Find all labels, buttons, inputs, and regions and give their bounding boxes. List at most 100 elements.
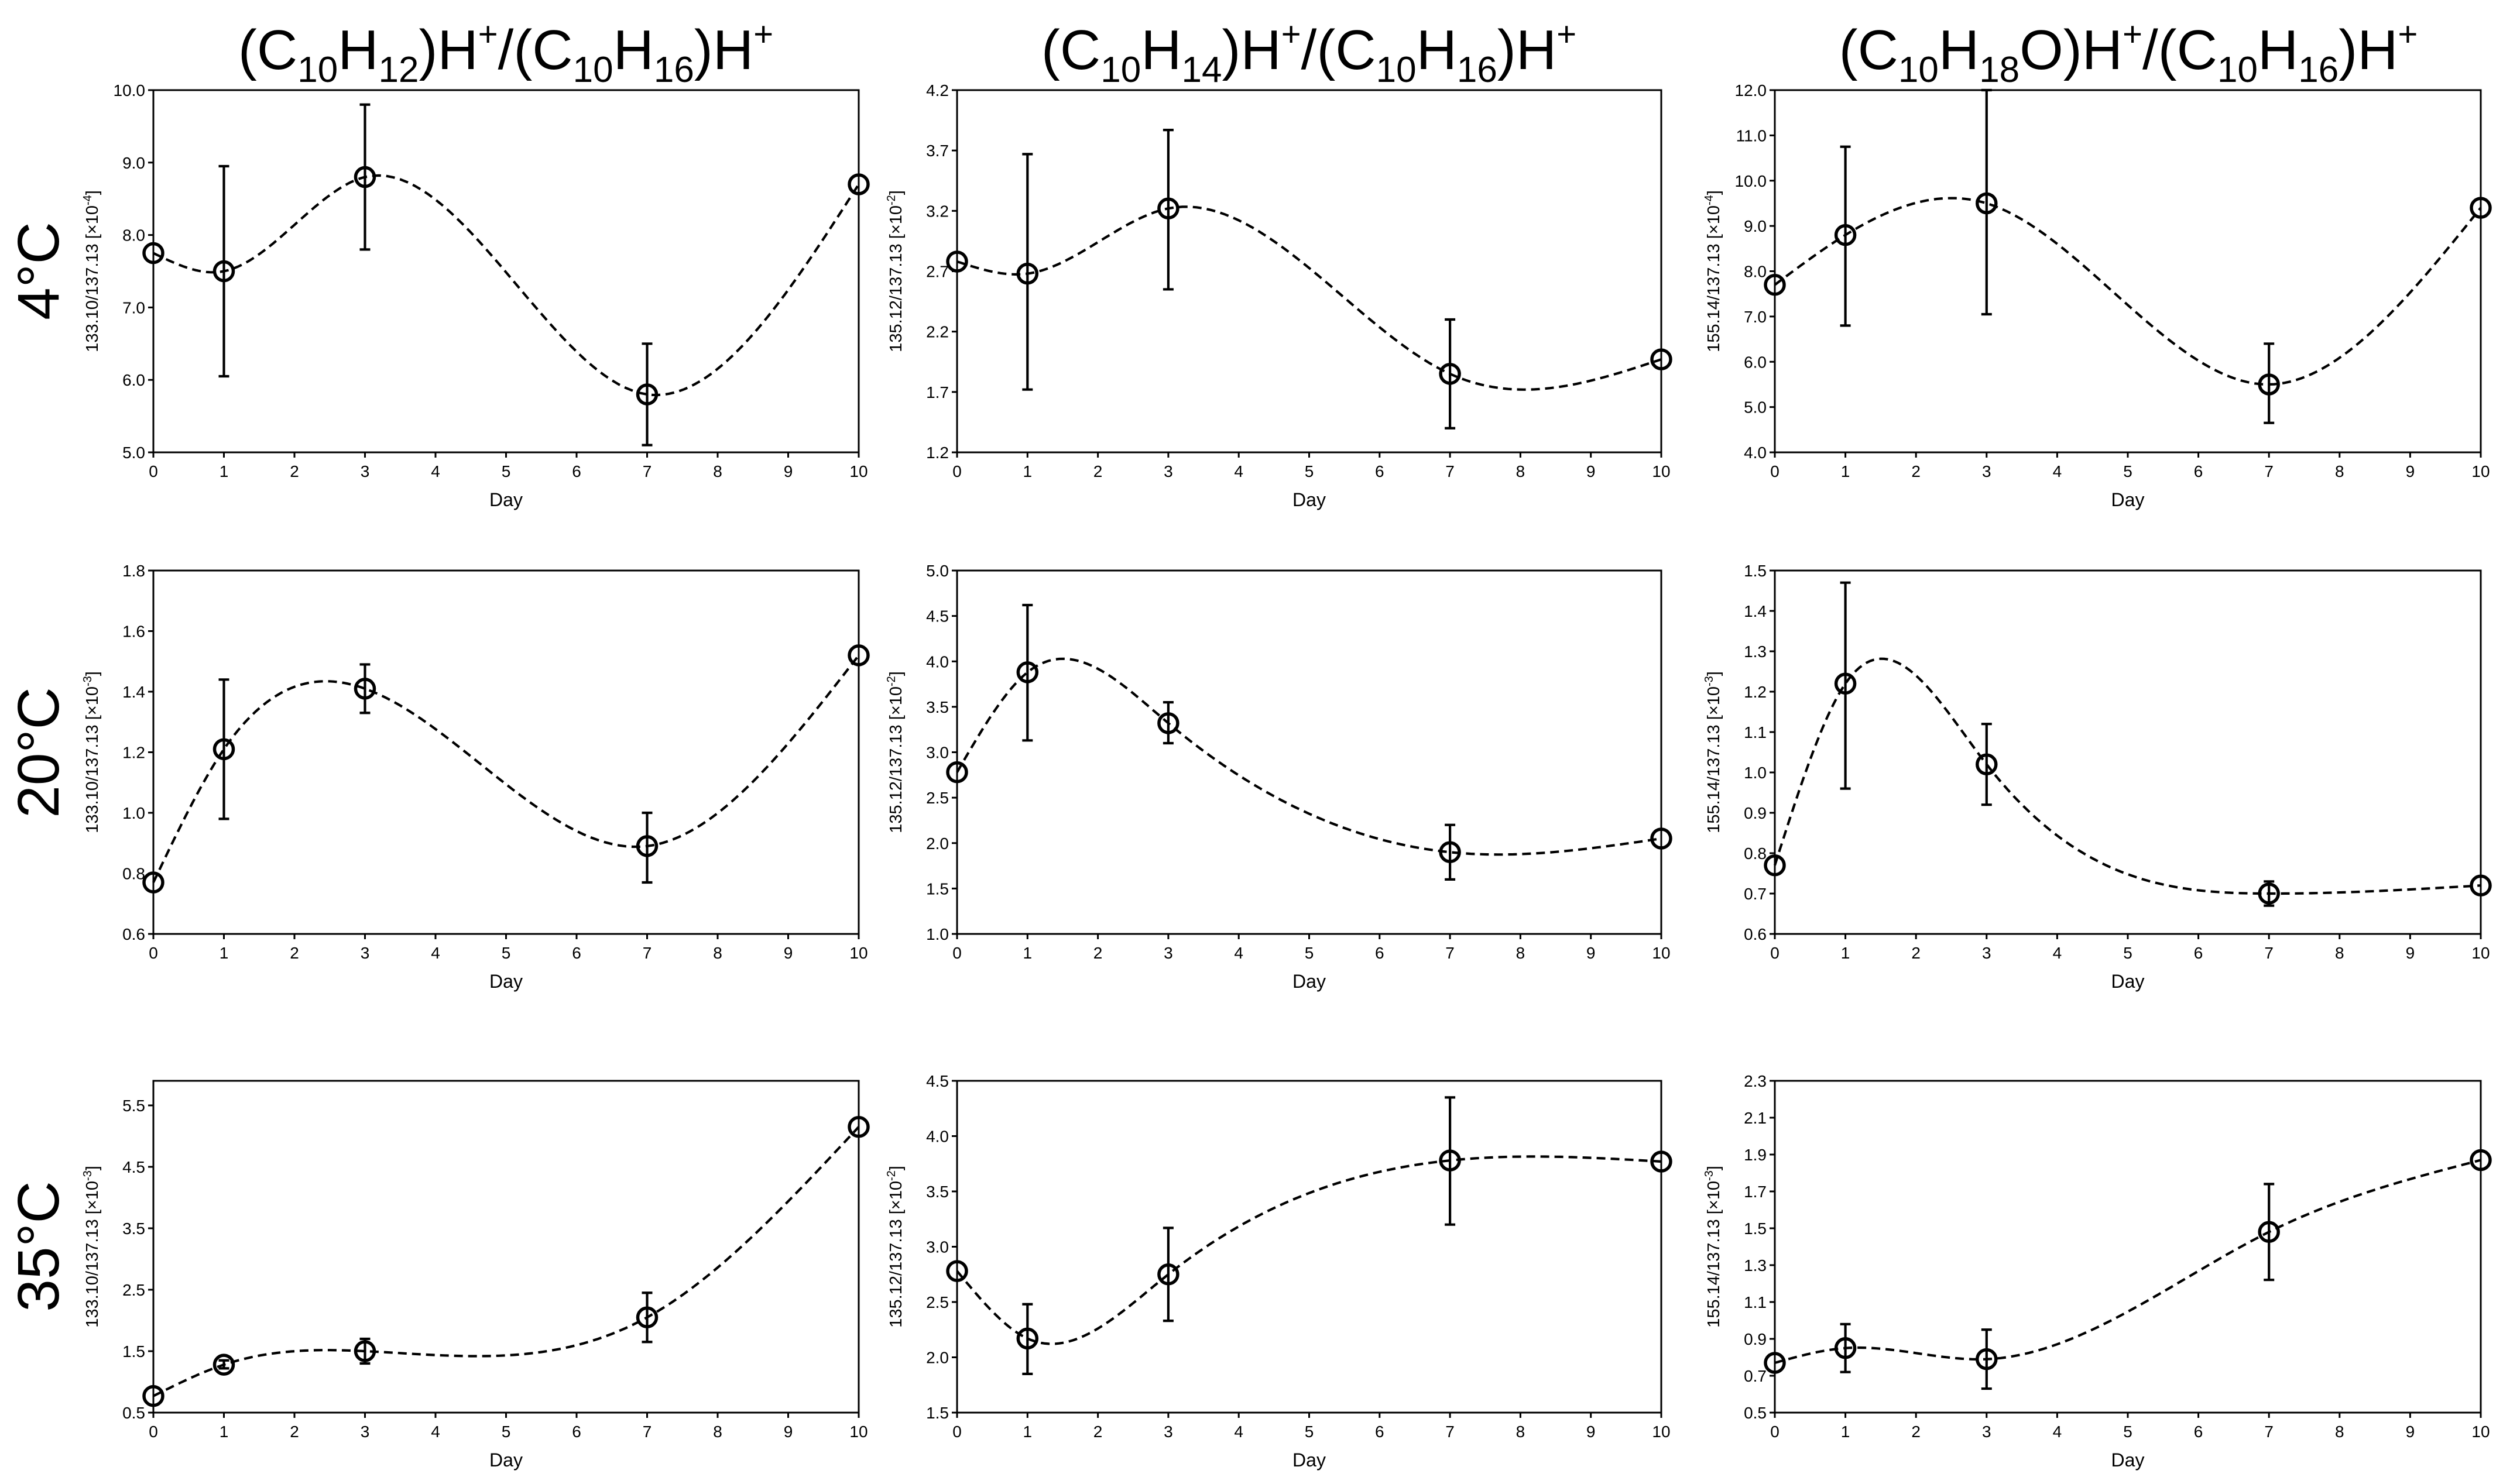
- title-part: 10: [1376, 50, 1417, 90]
- title-part: 10: [297, 50, 338, 90]
- y-tick-label: 1.0: [122, 804, 145, 822]
- x-tick-label: 5: [1305, 462, 1314, 480]
- row-label-2: 20°C: [6, 687, 71, 817]
- data-point: [1439, 363, 1461, 385]
- x-tick-label: 6: [572, 944, 581, 962]
- x-tick-label: 7: [2264, 462, 2274, 480]
- title-part: 16: [654, 50, 694, 90]
- title-part: /(C: [2142, 19, 2217, 81]
- y-tick-label: 1.7: [926, 383, 949, 401]
- y-tick-label: 1.5: [1744, 562, 1767, 580]
- plot-frame: [956, 89, 1662, 454]
- y-tick-label: 1.5: [122, 1342, 145, 1361]
- data-point: [636, 383, 659, 406]
- x-tick-label: 8: [713, 1423, 722, 1441]
- title-part: )H: [1222, 19, 1281, 81]
- x-tick-label: 9: [1586, 462, 1596, 480]
- y-tick-label: 2.5: [122, 1281, 145, 1299]
- series-curve: [152, 654, 860, 883]
- x-axis-label: Day: [1292, 971, 1326, 992]
- title-part: (C: [1839, 19, 1898, 81]
- title-part: +: [753, 15, 773, 53]
- y-axis-label: 155.14/137.13 [×10-3]: [1703, 1166, 1723, 1328]
- y-tick-label: 0.9: [1744, 804, 1767, 822]
- data-point: [1976, 753, 1998, 775]
- title-part: O)H: [2019, 19, 2123, 81]
- data-point: [1976, 192, 1998, 215]
- data-point: [1016, 262, 1039, 285]
- x-tick-label: 4: [431, 944, 440, 962]
- x-tick-label: 8: [1516, 944, 1525, 962]
- title-part: 12: [379, 50, 419, 90]
- title-part: +: [478, 15, 498, 53]
- y-tick-label: 1.1: [1744, 1293, 1767, 1311]
- data-point: [2470, 874, 2492, 896]
- x-tick-label: 5: [502, 462, 511, 480]
- data-point: [354, 166, 376, 188]
- panel-4C-col2: 0 1 2 3 4 5 6 7 8 9 10 1.2 1.7 2.2 2.7 3.2 3.7 4.2 Day 135.…: [885, 81, 1672, 510]
- x-axis-label: Day: [489, 1449, 523, 1471]
- y-tick-label: 3.5: [926, 698, 949, 716]
- y-label-exponent: -3: [1703, 676, 1716, 686]
- title-part: )H: [694, 19, 753, 81]
- y-tick-label: 1.2: [122, 744, 145, 762]
- y-tick-label: 1.0: [926, 925, 949, 943]
- x-tick-label: 10: [2471, 462, 2490, 480]
- title-part: 14: [1182, 50, 1222, 90]
- y-label-close: ]: [83, 671, 102, 676]
- x-tick-label: 7: [643, 462, 652, 480]
- y-tick-label: 3.7: [926, 142, 949, 160]
- x-tick-label: 5: [1305, 944, 1314, 962]
- data-point: [212, 738, 235, 761]
- x-tick-label: 1: [220, 462, 229, 480]
- series-curve: [956, 1155, 1662, 1345]
- y-label-exponent: -2: [885, 1170, 898, 1181]
- x-axis-label: Day: [1292, 489, 1326, 510]
- data-point: [354, 1340, 376, 1362]
- y-tick-label: 10.0: [1735, 172, 1767, 190]
- y-tick-label: 0.9: [1744, 1330, 1767, 1348]
- y-tick-label: 0.7: [1744, 885, 1767, 903]
- y-axis-label: 135.12/137.13 [×10-2]: [885, 190, 906, 352]
- data-point: [1157, 712, 1180, 734]
- x-tick-label: 1: [1023, 944, 1033, 962]
- plot-frame: [152, 1080, 860, 1414]
- y-label-text: 133.10/137.13 [×10: [83, 686, 102, 833]
- y-tick-label: 4.5: [926, 1072, 949, 1090]
- y-tick-label: 9.0: [122, 154, 145, 172]
- plot-frame: [1774, 89, 2482, 454]
- x-tick-label: 1: [220, 944, 229, 962]
- y-tick-label: 2.0: [926, 1349, 949, 1367]
- data-point: [1976, 1348, 1998, 1370]
- x-tick-label: 5: [502, 1423, 511, 1441]
- x-tick-label: 7: [1445, 944, 1455, 962]
- y-tick-label: 7.0: [1744, 308, 1767, 326]
- y-label-close: ]: [83, 190, 102, 195]
- x-tick-label: 8: [713, 462, 722, 480]
- title-part: 10: [1100, 50, 1141, 90]
- plot-frame: [152, 569, 860, 935]
- x-tick-label: 0: [952, 944, 962, 962]
- y-label-close: ]: [1705, 671, 1723, 676]
- plot-frame: [1774, 569, 2482, 935]
- data-point: [2258, 373, 2280, 396]
- y-tick-label: 1.0: [1744, 764, 1767, 782]
- y-label-exponent: -2: [885, 676, 898, 686]
- y-label-close: ]: [1705, 1166, 1723, 1170]
- title-part: 16: [1457, 50, 1497, 90]
- x-tick-label: 8: [1516, 1423, 1525, 1441]
- x-tick-label: 0: [952, 462, 962, 480]
- data-point: [848, 173, 870, 195]
- y-tick-label: 10.0: [114, 81, 146, 99]
- y-tick-label: 2.7: [926, 263, 949, 281]
- y-tick-label: 1.4: [1744, 602, 1767, 620]
- x-tick-label: 0: [149, 462, 158, 480]
- x-tick-label: 10: [1652, 462, 1670, 480]
- title-part: H: [613, 19, 654, 81]
- y-label-exponent: -3: [1703, 1170, 1716, 1181]
- title-part: 10: [2217, 50, 2258, 90]
- y-tick-label: 8.0: [1744, 263, 1767, 281]
- y-tick-label: 5.0: [122, 444, 145, 462]
- data-point: [1016, 1327, 1039, 1350]
- y-label-text: 135.12/137.13 [×10: [887, 1181, 906, 1328]
